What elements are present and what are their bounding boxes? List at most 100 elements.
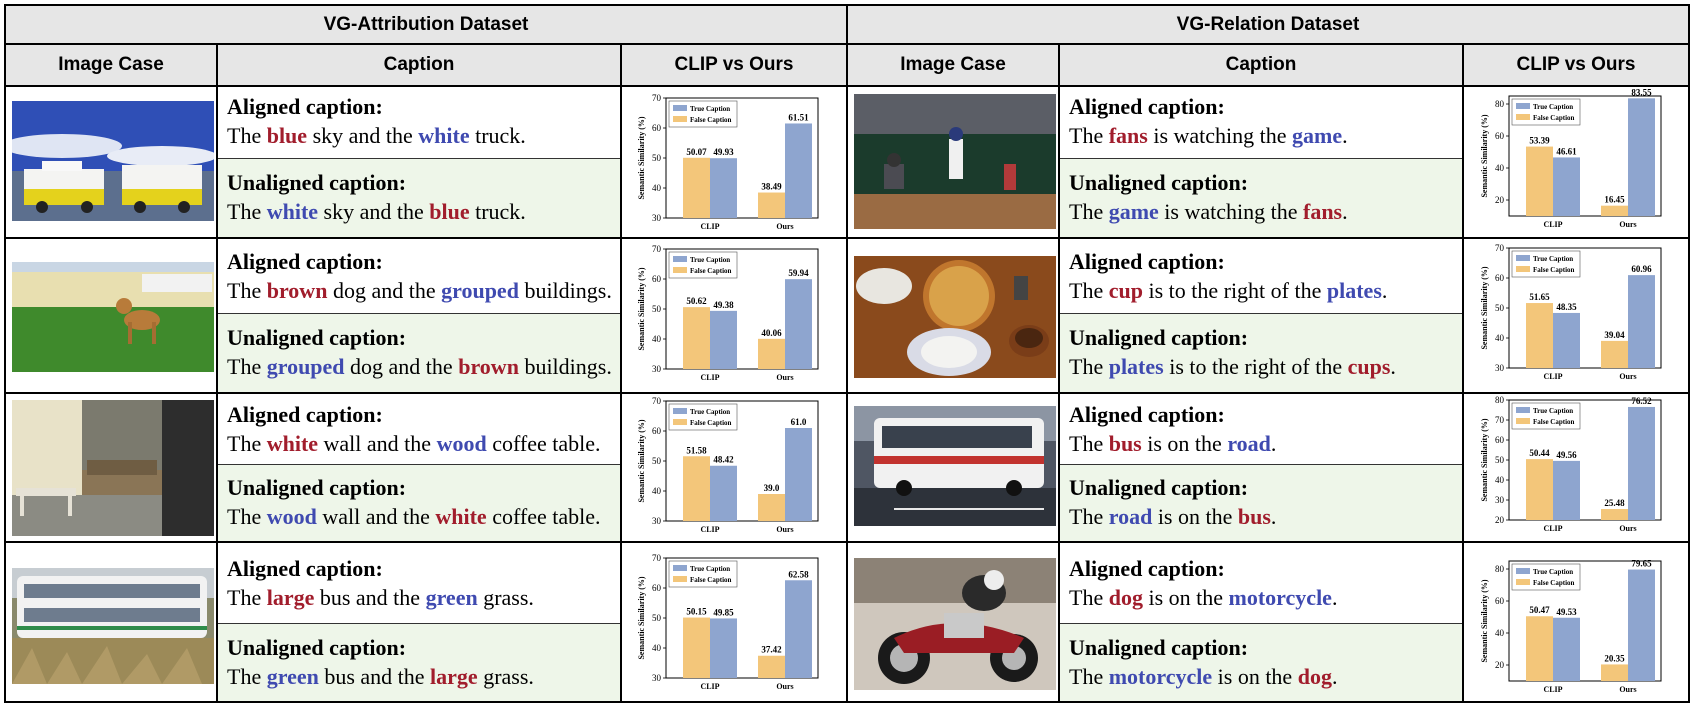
bar-value-label: 50.47	[1529, 605, 1550, 615]
caption-segment: .	[1390, 354, 1396, 379]
caption-segment: wall and the	[318, 430, 437, 456]
y-tick-label: 60	[1495, 596, 1505, 606]
legend-label-false: False Caption	[690, 419, 732, 427]
bar-true-caption	[1553, 617, 1580, 681]
caption-segment: is to the right of the	[1163, 354, 1348, 379]
caption-segment: dog and the	[327, 277, 442, 303]
unaligned-caption-text: The game is watching the fans.	[1069, 197, 1462, 227]
bar-true-caption	[710, 618, 737, 678]
chart-rel-row4: 20 40 60 80 Semantic Similarity (%) 50.47 49.5…	[1480, 559, 1662, 694]
unaligned-caption-text: The white sky and the blue truck.	[227, 197, 620, 227]
y-tick-label: 50	[1495, 455, 1505, 465]
bar-value-label: 60.96	[1631, 264, 1652, 274]
unaligned-caption-label: Unaligned caption:	[227, 634, 407, 660]
caption-divider	[218, 464, 620, 465]
unaligned-caption-label: Unaligned caption:	[1069, 475, 1249, 500]
y-axis-label: Semantic Similarity (%)	[1480, 266, 1489, 349]
y-tick-label: 40	[652, 643, 662, 653]
caption-segment: .	[1381, 277, 1388, 303]
legend-label-true: True Caption	[690, 105, 730, 113]
caption-segment: The	[227, 277, 267, 303]
keyword-blue: white	[266, 199, 319, 224]
bar-true-caption	[1628, 275, 1655, 368]
keyword-red: fans	[1108, 123, 1148, 148]
keyword-red: blue	[429, 199, 470, 224]
caption-segment: The	[1069, 430, 1109, 456]
keyword-blue: green	[425, 584, 478, 610]
caption-divider	[1060, 313, 1462, 314]
bar-value-label: 46.61	[1556, 146, 1577, 156]
keyword-red: large	[430, 663, 478, 689]
bar-value-label: 61.0	[791, 417, 807, 427]
keyword-red: cup	[1108, 277, 1143, 303]
bar-value-label: 59.94	[788, 268, 809, 278]
keyword-red: bus	[1108, 430, 1142, 456]
y-tick-label: 30	[652, 516, 662, 526]
unaligned-caption-label: Unaligned caption:	[1069, 634, 1249, 660]
bar-false-caption	[683, 456, 710, 521]
x-tick-label: CLIP	[700, 373, 719, 382]
y-axis-label: Semantic Similarity (%)	[637, 116, 646, 199]
bar-value-label: 48.42	[713, 455, 734, 465]
bar-false-caption	[1601, 205, 1628, 216]
y-tick-label: 60	[652, 426, 662, 436]
y-tick-label: 30	[652, 673, 662, 683]
y-tick-label: 70	[652, 396, 662, 406]
caption-segment: The	[227, 584, 267, 610]
bar-value-label: 51.58	[686, 445, 707, 455]
caption-segment: The	[1069, 123, 1109, 148]
rel-row2-aligned: Aligned caption: The cup is to the right…	[1060, 240, 1462, 313]
legend-swatch-true	[1516, 407, 1530, 413]
bar-value-label: 40.06	[761, 328, 782, 338]
caption-segment: The	[227, 663, 267, 689]
bar-value-label: 20.35	[1604, 653, 1625, 663]
legend-label-false: False Caption	[690, 576, 732, 584]
y-axis-label: Semantic Similarity (%)	[1480, 114, 1489, 197]
rel-row2-unaligned: Unaligned caption: The plates is to the …	[1060, 314, 1462, 392]
legend-swatch-false	[1516, 418, 1530, 424]
legend-label-true: True Caption	[690, 256, 730, 264]
attr-col-caption: Caption	[218, 44, 620, 85]
y-tick-label: 20	[1495, 195, 1505, 205]
bar-value-label: 62.58	[788, 569, 809, 579]
bar-value-label: 49.85	[713, 607, 734, 617]
attr-row2-aligned: Aligned caption: The brown dog and the g…	[218, 240, 620, 313]
rel-row4-unaligned: Unaligned caption: The motorcycle is on …	[1060, 624, 1462, 701]
y-axis-label: Semantic Similarity (%)	[1480, 579, 1489, 662]
caption-segment: wall and the	[316, 504, 436, 529]
aligned-caption-label: Aligned caption:	[1069, 555, 1225, 581]
bar-value-label: 49.93	[713, 147, 734, 157]
bar-value-label: 49.38	[713, 300, 734, 310]
bar-false-caption	[1601, 509, 1628, 520]
unaligned-caption-label: Unaligned caption:	[1069, 170, 1249, 195]
y-tick-label: 50	[652, 613, 662, 623]
caption-segment: is watching the	[1158, 199, 1303, 224]
y-tick-label: 20	[1495, 660, 1505, 670]
y-tick-label: 30	[1495, 495, 1505, 505]
image-dog	[12, 262, 214, 372]
caption-segment: coffee table.	[486, 504, 601, 529]
legend-label-false: False Caption	[1533, 579, 1575, 587]
rel-row3-unaligned: Unaligned caption: The road is on the bu…	[1060, 465, 1462, 541]
y-tick-label: 20	[1495, 515, 1505, 525]
bar-true-caption	[1553, 460, 1580, 520]
bar-value-label: 16.45	[1604, 195, 1625, 205]
caption-segment: .	[1270, 430, 1277, 456]
legend-label-false: False Caption	[1533, 418, 1575, 426]
unaligned-caption-text: The grouped dog and the brown buildings.	[227, 352, 620, 382]
column-rule	[1462, 43, 1464, 703]
bar-value-label: 49.56	[1556, 450, 1577, 460]
x-tick-label: CLIP	[700, 222, 719, 231]
y-tick-label: 50	[652, 456, 662, 466]
column-rule	[620, 43, 622, 703]
bar-value-label: 61.51	[788, 112, 809, 122]
caption-segment: .	[1342, 199, 1348, 224]
aligned-caption-label: Aligned caption:	[1069, 94, 1225, 119]
chart-attr-row4: 30 40 50 60 70 Semantic Similarity (%) 50.15 49…	[637, 553, 819, 691]
y-axis-label: Semantic Similarity (%)	[637, 576, 646, 659]
bar-false-caption	[683, 307, 710, 369]
caption-segment: is on the	[1152, 504, 1238, 529]
caption-divider	[1060, 623, 1462, 624]
aligned-caption-text: The blue sky and the white truck.	[227, 121, 620, 151]
legend-swatch-false	[1516, 579, 1530, 585]
